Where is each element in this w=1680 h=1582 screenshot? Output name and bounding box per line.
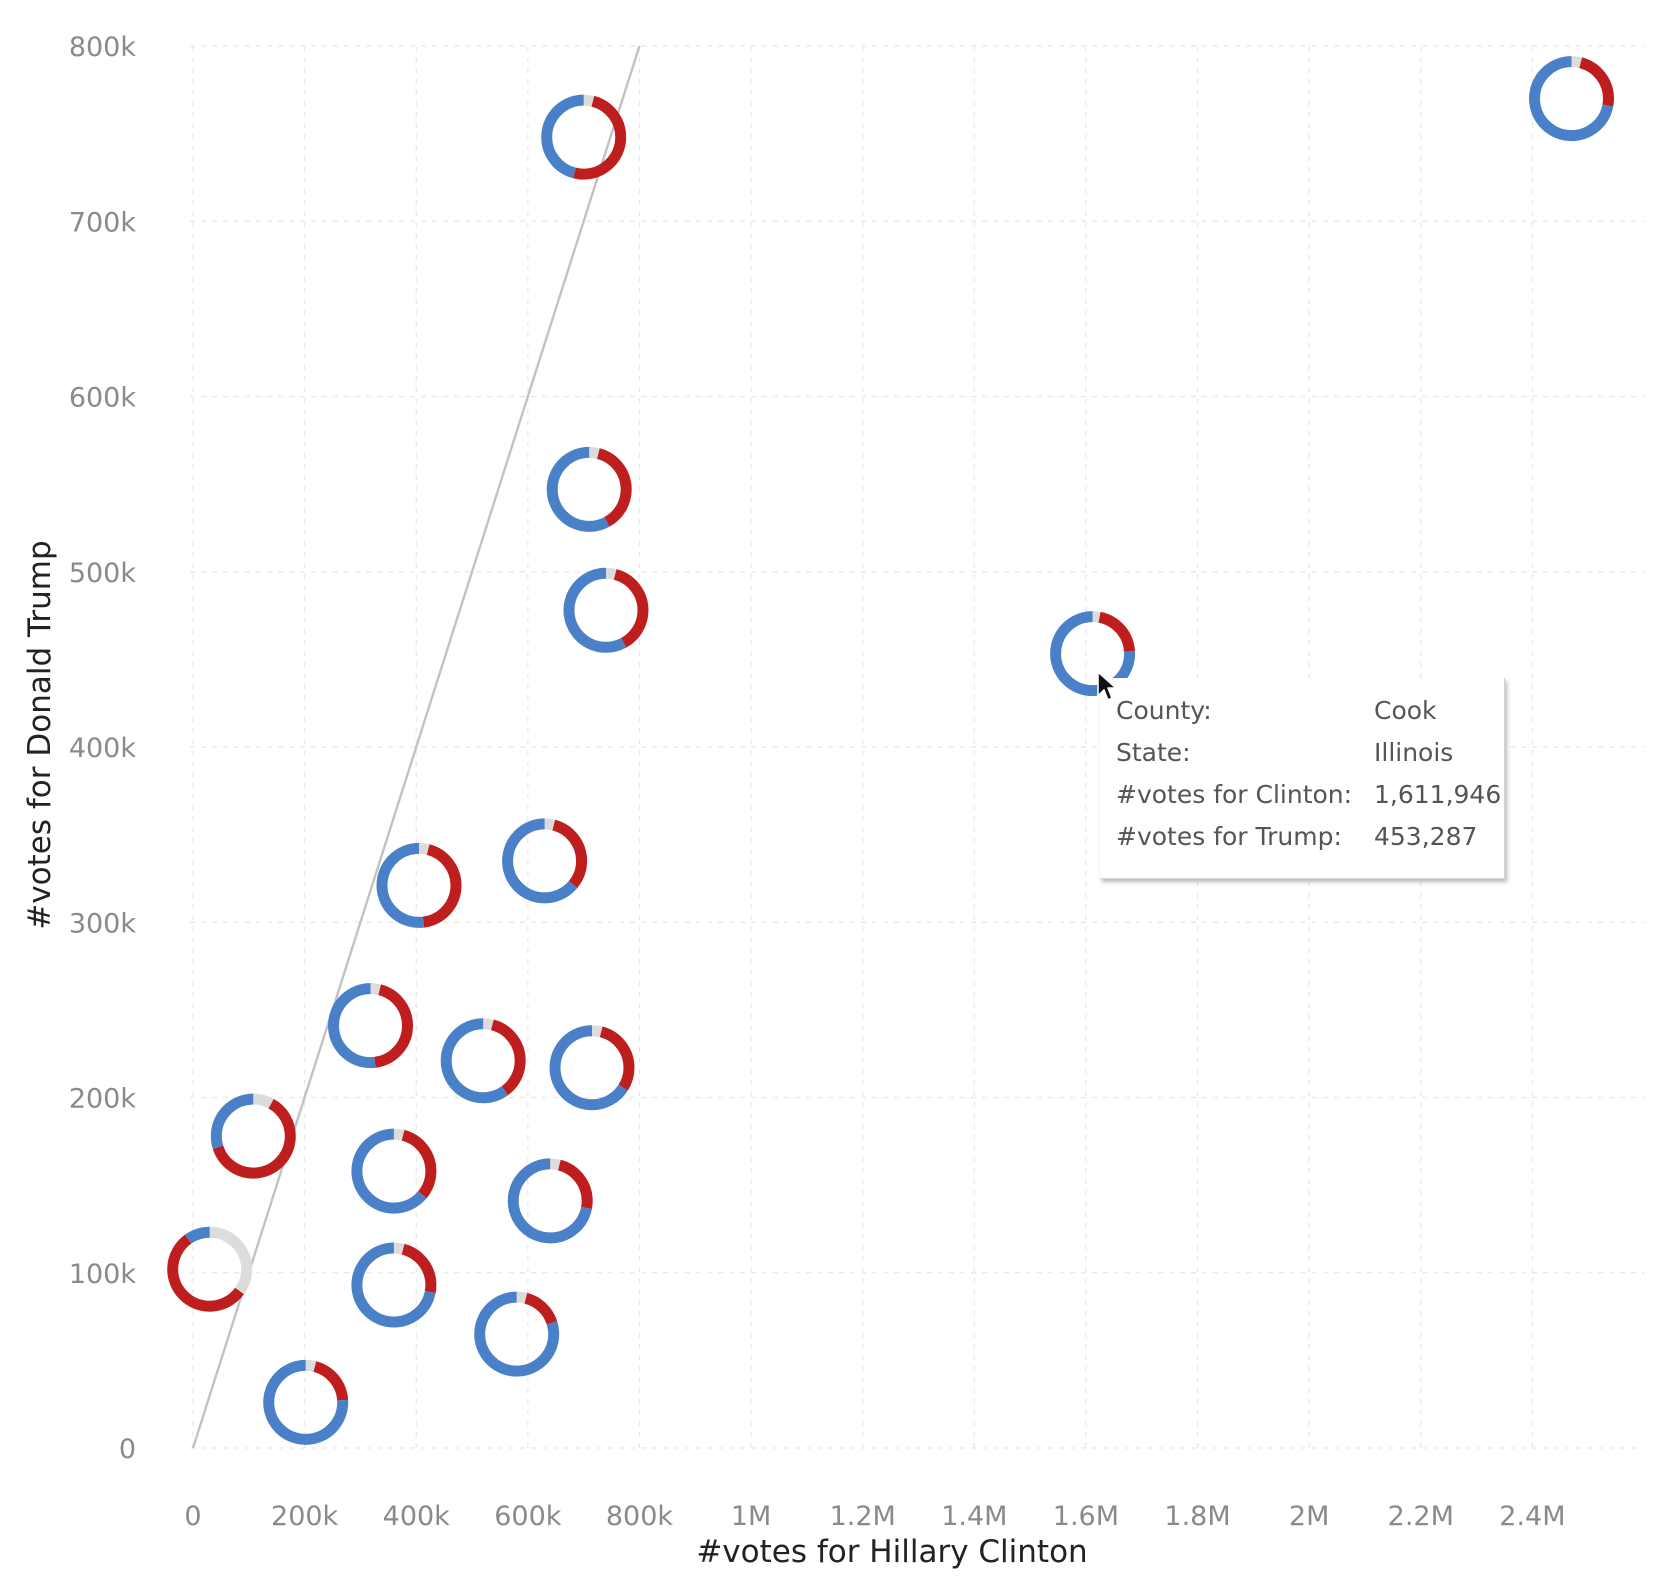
data-point[interactable] [328,983,413,1069]
tooltip-label: #votes for Trump: [1116,822,1342,851]
data-point[interactable] [210,1093,296,1179]
x-tick-label: 1M [731,1501,771,1532]
x-tick-label: 1.2M [830,1501,896,1532]
x-axis-title: #votes for Hillary Clinton [696,1534,1087,1570]
donut-segment-clinton [351,1242,437,1328]
donut-segment-clinton [210,1093,296,1179]
donut-segment-clinton [546,446,632,532]
data-point[interactable] [502,818,588,904]
data-point[interactable] [474,1291,560,1377]
donut-segment-trump [563,567,649,653]
donut-segment-trump [351,1128,437,1214]
tooltip-value: Illinois [1374,738,1454,767]
reference-line-layer [191,45,641,1449]
donut-segment-clinton [263,1359,349,1445]
donut-segment-trump [1529,56,1614,142]
x-tick-label: 0 [184,1501,201,1532]
x-tick-label: 1.6M [1053,1501,1119,1532]
donut-segment-clinton [502,818,588,904]
y-tick-label: 100k [69,1259,137,1290]
y-tick-label: 600k [69,383,137,414]
x-tick-label: 600k [494,1501,562,1532]
data-point[interactable] [351,1128,437,1214]
donut-segment-clinton [376,842,462,928]
y-tick-label: 700k [69,207,137,238]
donut-segment-trump [507,1158,593,1244]
x-tick-label: 200k [271,1501,339,1532]
data-point[interactable] [167,1226,253,1312]
y-tick-label: 200k [69,1084,137,1115]
donut-segment-clinton [440,1018,526,1104]
y-tick-label: 800k [69,32,137,63]
x-tick-label: 400k [383,1501,451,1532]
data-point[interactable] [351,1242,437,1328]
donut-segment-clinton [549,1025,635,1111]
donut-segment-clinton [507,1158,593,1244]
donut-segment-clinton [474,1291,560,1377]
data-point[interactable] [1050,611,1136,697]
y-tick-label: 300k [69,908,137,939]
data-point[interactable] [440,1018,526,1104]
y-axis-title: #votes for Donald Trump [22,540,58,929]
data-point[interactable] [549,1025,635,1111]
data-point[interactable] [507,1158,593,1244]
donut-segment-clinton [351,1128,437,1214]
tooltip: County: Cook State: Illinois #votes for … [1100,678,1505,879]
x-tick-label: 2M [1289,1501,1329,1532]
data-point[interactable] [376,842,462,928]
donut-segment-trump [440,1018,526,1104]
x-tick-label: 2.2M [1388,1501,1454,1532]
tooltip-value: 453,287 [1374,822,1478,851]
donut-segment-trump [502,818,588,904]
tooltip-row-state: State: Illinois [1116,736,1453,770]
tooltip-row-trump-votes: #votes for Trump: 453,287 [1116,820,1477,854]
donut-segment-trump [546,446,632,532]
grid [190,45,1644,1449]
y-tick-label: 500k [69,558,137,589]
x-tick-label: 800k [606,1501,674,1532]
tooltip-label: County: [1116,696,1212,725]
mouse-cursor-icon [1097,671,1117,701]
donut-segment-trump [351,1242,437,1328]
donut-segment-trump [541,94,627,180]
x-axis-ticks: 0 200k 400k 600k 800k 1M 1.2M 1.4M 1.6M 1.8M 2M 2.2… [184,1501,1565,1532]
data-point[interactable] [1529,56,1614,142]
donut-segment-clinton [1529,56,1614,142]
tooltip-label: #votes for Clinton: [1116,780,1353,809]
tooltip-value: 1,611,946 [1374,780,1502,809]
reference-line [191,45,641,1449]
donut-segment-clinton [563,567,649,653]
donut-segment-trump [376,842,462,928]
donut-segment-clinton [328,983,413,1069]
tooltip-label: State: [1116,738,1191,767]
y-axis-ticks: 0 100k 200k 300k 400k 500k 600k 700k 800k [69,32,137,1465]
tooltip-row-clinton-votes: #votes for Clinton: 1,611,946 [1116,778,1501,812]
x-tick-label: 2.4M [1499,1501,1565,1532]
donut-segment-clinton [541,94,627,180]
tooltip-row-county: County: Cook [1116,694,1437,728]
y-tick-label: 400k [69,733,137,764]
donut-segment-trump [328,983,413,1069]
data-point[interactable] [541,94,627,180]
donut-segment-trump [210,1093,296,1179]
data-point[interactable] [546,446,632,532]
donut-segment-clinton [167,1226,253,1312]
y-tick-label: 0 [119,1434,136,1465]
donut-segment-clinton [1050,611,1136,697]
tooltip-value: Cook [1374,696,1437,725]
points-layer [167,56,1614,1445]
x-tick-label: 1.4M [941,1501,1007,1532]
x-tick-label: 1.8M [1164,1501,1230,1532]
data-point[interactable] [563,567,649,653]
donut-segment-trump [549,1025,635,1111]
data-point[interactable] [263,1359,349,1445]
donut-segment-trump [167,1226,253,1312]
